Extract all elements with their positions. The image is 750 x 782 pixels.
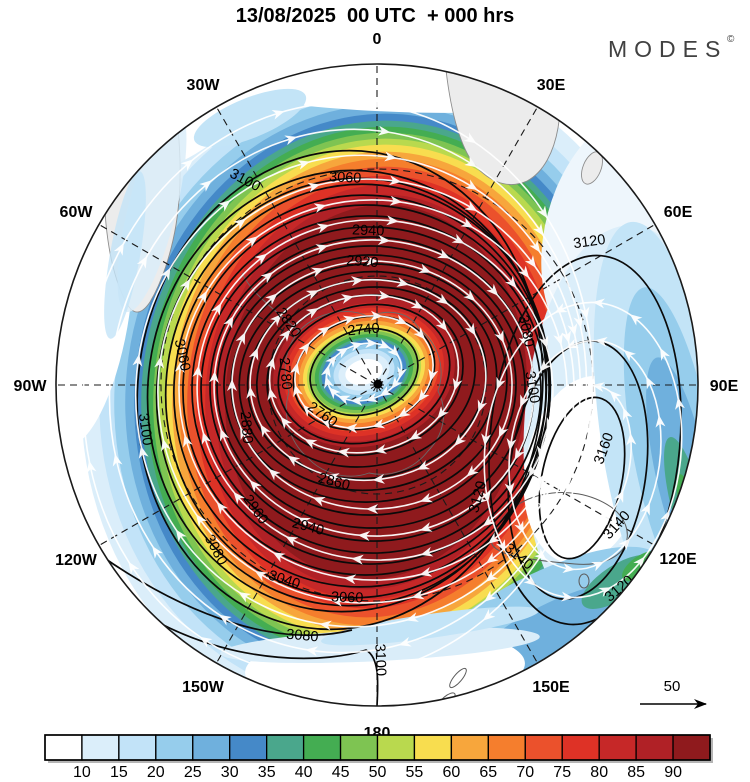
colorbar-cell: [376, 734, 416, 761]
colorbar-tick-label: 75: [553, 764, 571, 781]
meridian-label: 150W: [182, 679, 225, 696]
modes-logo: MODES ©: [608, 34, 735, 62]
meridian-label: 30W: [187, 77, 221, 94]
colorbar-tick-label: 70: [516, 764, 534, 781]
meridian-label: 0: [373, 31, 382, 48]
colorbar-cell: [302, 734, 342, 761]
contour-label: 3100: [521, 370, 542, 405]
meridian-label: 90E: [710, 378, 739, 395]
contour-label: 2740: [347, 321, 381, 340]
colorbar-cell: [487, 734, 526, 761]
colorbar-tick-label: 55: [406, 764, 424, 781]
colorbar-cell: [339, 734, 379, 761]
colorbar-border: [44, 734, 711, 761]
meridian-label: 90W: [14, 378, 48, 395]
contour-label: 3060: [329, 169, 362, 187]
logo-copyright-mark: ©: [727, 34, 735, 45]
map-rim-circle: [55, 63, 699, 707]
contour-label: 3060: [171, 338, 193, 373]
colorbar-tick-label: 25: [184, 764, 202, 781]
colorbar-cell: [44, 734, 83, 761]
colorbar-cell: [561, 734, 600, 761]
colorbar-cell: [672, 734, 711, 761]
meridian-label: 60E: [664, 204, 693, 221]
colorbar-cell: [81, 734, 120, 761]
contour-label: 2940: [352, 222, 385, 239]
colorbar-cell: [192, 734, 231, 761]
contour-label: 3080: [515, 314, 537, 349]
colorbar-tick-label: 50: [369, 764, 387, 781]
chart-title: 13/08/2025 00 UTC + 000 hrs: [236, 5, 515, 27]
colorbar-tick-label: 45: [332, 764, 350, 781]
colorbar-cell: [229, 734, 268, 761]
streamline-with-arrows: [481, 298, 685, 602]
reference-arrow-label: 50: [664, 678, 681, 695]
meridian-label: 120E: [659, 551, 697, 568]
colorbar-tick-label: 10: [73, 764, 91, 781]
colorbar-cell: [413, 734, 453, 761]
colorbar-tick-label: 65: [479, 764, 497, 781]
colorbar-tick-label: 35: [258, 764, 276, 781]
colorbar-tick-label: 30: [221, 764, 239, 781]
colorbar-tick-label: 85: [627, 764, 645, 781]
colorbar-tick-label: 80: [590, 764, 608, 781]
colorbar-cell: [266, 734, 305, 761]
colorbar-cell: [155, 734, 194, 761]
logo-text: MODES: [608, 36, 727, 62]
meridian-label: 60W: [60, 204, 94, 221]
contour-label: 2880: [237, 411, 256, 445]
colorbar-tick-label: 15: [110, 764, 128, 781]
map-area: 3100 306029402920274028202780276030603100…: [56, 64, 698, 706]
colorbar-cell: [450, 734, 489, 761]
meridian-label: 30E: [537, 77, 566, 94]
contour-label: 3100: [371, 643, 388, 676]
colorbar-tick-label: 40: [295, 764, 313, 781]
contour-label: 2920: [346, 253, 379, 271]
contour-label: 3060: [331, 589, 364, 606]
streamline-with-arrows: [80, 99, 594, 681]
colorbar-tick-label: 20: [147, 764, 165, 781]
wind-streamlines: [80, 99, 685, 681]
contour-label: 2780: [276, 357, 295, 391]
colorbar-cell: [598, 734, 637, 761]
colorbar-cell: [635, 734, 674, 761]
reference-arrow-legend: 50: [640, 678, 707, 709]
colorbar-tick-label: 90: [664, 764, 682, 781]
contour-label: 3120: [572, 232, 606, 252]
meridian-label: 150E: [532, 679, 570, 696]
colorbar-cell: [118, 734, 157, 761]
meridian-label: 120W: [55, 552, 98, 569]
colorbar-legend: 10 15 20 25 30 35 40 45 50 55 60 65 70 75 80 85 90: [44, 734, 713, 781]
contour-label: 3100: [135, 412, 155, 446]
colorbar-tick-label: 60: [443, 764, 461, 781]
pole-dot-marker: [373, 379, 383, 389]
contour-label: 3080: [286, 627, 320, 646]
colorbar-cell: [524, 734, 563, 761]
